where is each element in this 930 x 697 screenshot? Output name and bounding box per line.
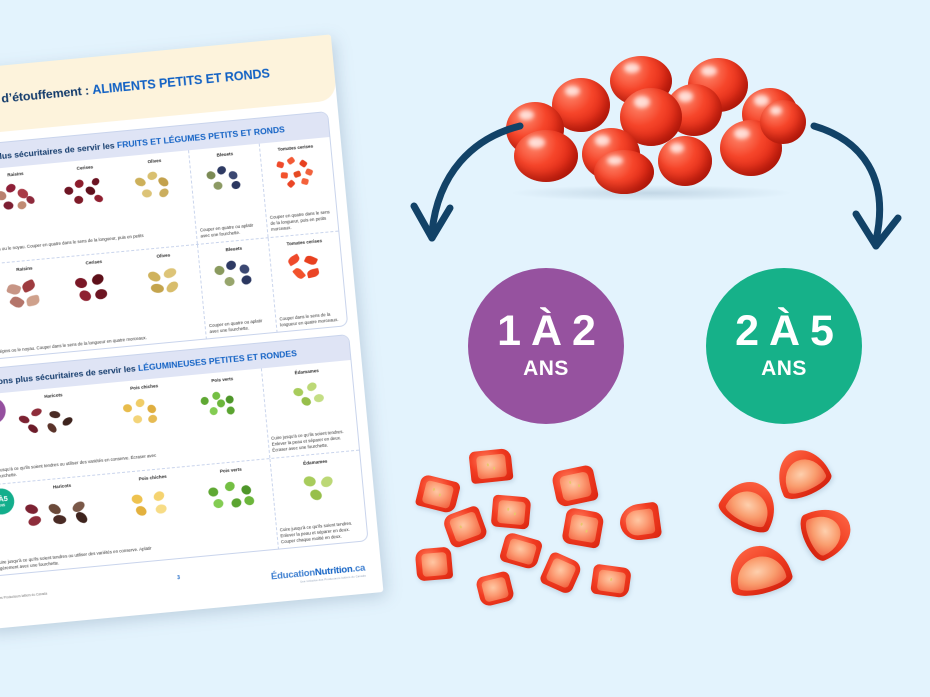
cell-title: Cerises <box>76 164 94 171</box>
cell-olives: Olives <box>128 245 206 346</box>
food-art-haricots <box>14 487 115 536</box>
food-art-tomates-cerises <box>264 150 331 196</box>
pdf-sheet: Risque d’étouffement : ALIMENTS PETITS E… <box>0 34 384 630</box>
cell-edamames: Édamames Cuire jusqu’à ce qu’ils soient … <box>260 360 359 459</box>
section-fruits-legumes: Façons plus sécuritaires de servir les F… <box>0 111 349 362</box>
cell-title: Pois verts <box>219 466 242 474</box>
age-badge-2-to-5-years[interactable]: 2 À 5 ANS <box>706 268 862 424</box>
cell-title: Bleuets <box>225 245 243 253</box>
cell-title: Olives <box>156 252 171 259</box>
tomato-wedge <box>768 441 836 505</box>
tomato-piece <box>590 563 632 599</box>
age-badge-unit: ANS <box>0 502 6 508</box>
tomato <box>760 100 806 144</box>
cell-note: Couper en quatre ou aplatir avec une fou… <box>199 222 254 239</box>
sheet-footer-credit: © Les Producteurs laitiers du Canada <box>0 591 48 601</box>
cell-title: Bleuets <box>216 151 234 158</box>
age-badge-1-to-2-years[interactable]: 1 À 2 ANS <box>468 268 624 424</box>
cell-title: Édamames <box>302 458 328 466</box>
food-art-pois-chiches <box>117 480 193 527</box>
food-art-olives <box>123 164 190 210</box>
tomato-piece <box>414 473 462 515</box>
food-art-raisins <box>0 177 51 223</box>
food-art-bleuets <box>203 251 270 297</box>
tomato-wedge <box>723 539 795 601</box>
tomato-wedge <box>794 499 860 565</box>
cell-title: Pois chiches <box>138 473 167 482</box>
food-art-edamames <box>266 373 353 421</box>
cell-title: Olives <box>147 157 162 165</box>
cell-title: Tomates cerises <box>286 238 323 247</box>
cell-note: Couper en quatre ou aplatir avec une fou… <box>208 318 263 335</box>
arrow-right-down-icon <box>810 122 902 250</box>
cell-tomates-cerises: Tomates cerises Coup <box>258 137 339 238</box>
food-art-pois-verts <box>187 382 263 429</box>
tomato <box>658 136 712 186</box>
tomato <box>514 130 578 182</box>
cell-note: Cuire jusqu’à ce qu’ils soient tendres. … <box>279 520 353 545</box>
cell-pois-verts: Pois verts <box>191 459 278 557</box>
age-badge-range: 2 À 5 <box>735 307 834 356</box>
food-art-cerises <box>63 265 130 311</box>
tomato-piece <box>490 494 532 530</box>
food-art-pois-verts <box>195 472 271 519</box>
cell-edamames: Édamames Cuire jusqu’à ce qu’ils soient … <box>269 450 368 550</box>
food-art-haricots <box>5 396 106 445</box>
arrow-left-down-icon <box>410 122 524 242</box>
sheet-page-number: 3 <box>176 575 181 582</box>
cell-tomates-cerises: Tomates cerises Couper dans le sens de l… <box>267 231 348 333</box>
cell-title: Raisins <box>7 170 24 178</box>
cell-title: Raisins <box>15 265 33 273</box>
cell-title: Édamames <box>294 368 320 376</box>
cut-tomatoes-small-pieces-photo <box>408 447 678 613</box>
tomato-piece <box>468 447 514 485</box>
cell-pois-verts: Pois verts <box>182 369 269 466</box>
section-legumineuses: Façons plus sécuritaires de servir les L… <box>0 334 369 577</box>
food-art-olives <box>132 258 199 304</box>
cell-title: Haricots <box>44 392 63 399</box>
pdf-sheet-preview[interactable]: Risque d’étouffement : ALIMENTS PETITS E… <box>0 34 384 630</box>
food-art-pois-chiches <box>109 389 185 436</box>
food-art-raisins <box>0 271 60 317</box>
cell-title: Pois verts <box>211 376 234 384</box>
logo-part3: .ca <box>352 562 366 575</box>
tomato-piece <box>414 546 454 582</box>
tomato-piece <box>474 570 516 608</box>
cell-bleuets: Bleuets Couper en quatre ou aplatir avec… <box>188 143 268 244</box>
cell-title: Haricots <box>52 482 72 490</box>
cut-tomatoes-quarters-photo <box>700 441 900 605</box>
cell-title: Pois chiches <box>129 383 159 391</box>
tomato-wedge <box>714 471 786 539</box>
fruits-age-rows: 1À2 ANS Raisins <box>0 137 348 362</box>
cell-title: Cerises <box>85 258 103 266</box>
whole-cherry-tomatoes-photo <box>492 42 812 201</box>
food-art-bleuets <box>194 157 261 203</box>
cell-bleuets: Bleuets Couper en quatre ou aplatir avec… <box>197 238 277 340</box>
tomato-piece <box>498 531 544 571</box>
food-art-cerises <box>54 170 121 216</box>
cell-title: Tomates cerises <box>277 143 314 152</box>
tomato <box>594 150 654 194</box>
legumineuses-age-rows: 1À2 ANS Haricots <box>0 360 368 577</box>
age-badge-unit: ANS <box>761 356 807 380</box>
tomato-cluster-shadow <box>512 185 790 201</box>
cell-note: Couper en quatre dans le sens de la long… <box>269 209 330 232</box>
age-badge-unit: ANS <box>523 356 569 380</box>
tomato-piece <box>561 506 605 550</box>
food-art-tomates-cerises <box>273 245 340 291</box>
tomato-piece <box>550 464 600 508</box>
cell-note: Cuire jusqu’à ce qu’ils soient tendres. … <box>270 429 344 453</box>
cell-note: Couper dans le sens de la longueur en qu… <box>279 311 339 328</box>
age-badge-range: 1 À 2 <box>497 307 596 356</box>
education-nutrition-logo[interactable]: ÉducationNutrition.ca Une initiative des… <box>271 563 367 587</box>
tomato-piece <box>538 550 584 596</box>
tomato-piece <box>617 501 663 543</box>
food-art-edamames <box>274 464 361 512</box>
